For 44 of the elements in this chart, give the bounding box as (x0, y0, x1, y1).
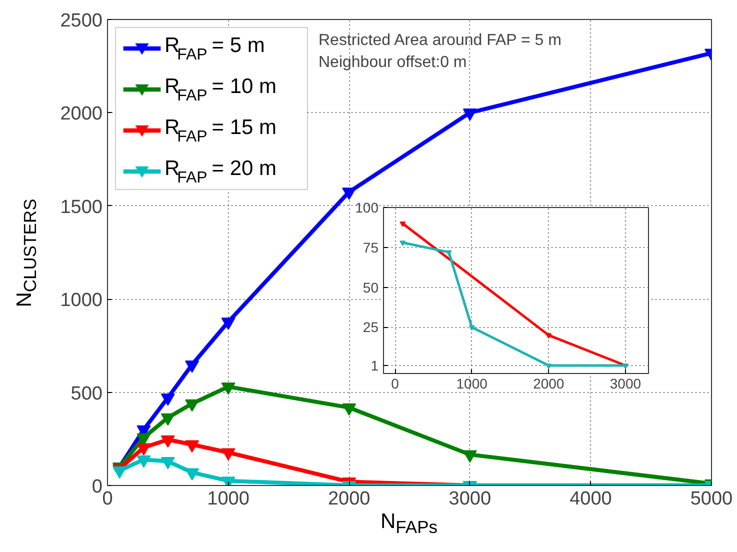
annotation: Restricted Area around FAP = 5 m (318, 32, 562, 49)
point (136, 443, 151, 456)
point (400, 240, 406, 246)
x-tick-label: 0 (391, 376, 400, 392)
y-tick-label: 100 (355, 200, 379, 216)
x-tick-label: 2000 (533, 376, 564, 392)
x-tick-label: 4000 (570, 488, 612, 510)
x-tick-label: 1000 (456, 376, 488, 392)
point (400, 222, 406, 227)
y-tick-label: 1 (370, 358, 379, 374)
point (446, 250, 452, 256)
y-tick-label: 500 (70, 383, 102, 404)
x-tick-label: 5000 (690, 488, 733, 510)
point (160, 413, 175, 426)
y-tick-label: 2000 (60, 104, 103, 125)
point (546, 333, 552, 339)
point (342, 188, 356, 200)
point (221, 382, 236, 395)
point (160, 457, 175, 470)
point (468, 325, 475, 331)
point (185, 440, 200, 452)
point (462, 108, 477, 121)
point (160, 435, 175, 448)
point (185, 468, 200, 480)
y-tick-label: 25 (362, 319, 379, 336)
point (221, 318, 236, 330)
x-tick-label: 3000 (610, 376, 642, 392)
y-tick-label: 1500 (60, 196, 103, 218)
point (160, 393, 175, 406)
point (462, 450, 477, 463)
point (185, 399, 200, 412)
y-tick-label: 75 (362, 239, 379, 256)
x-axis-title: N$_{FAPs}$ (380, 509, 438, 540)
x-tick-label: 3000 (448, 488, 492, 510)
point (221, 448, 236, 461)
x-tick-label: 1000 (207, 488, 250, 510)
point (342, 403, 356, 416)
annotation: Neighbour offset:0 m (318, 54, 467, 71)
point (136, 455, 151, 468)
point (185, 360, 200, 373)
y-tick-label: 50 (362, 279, 379, 296)
point (546, 364, 552, 369)
y-tick-label: 2500 (60, 10, 103, 32)
y-tick-label: 1000 (60, 290, 103, 312)
